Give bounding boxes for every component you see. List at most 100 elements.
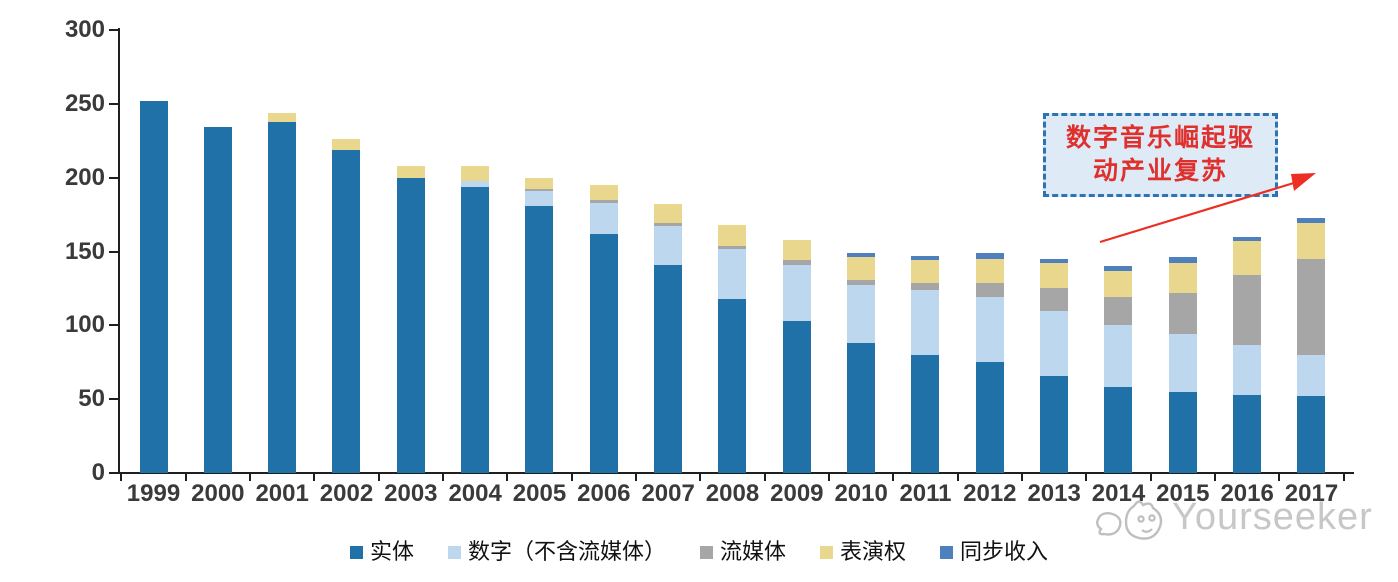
y-axis-line: [118, 28, 120, 474]
x-axis-line: [114, 472, 1354, 474]
legend: 实体 数字（不含流媒体） 流媒体 表演权 同步收入: [0, 541, 1398, 563]
bar-segment: [911, 289, 940, 355]
x-axis-label: 2004: [448, 480, 502, 507]
bar-segment: [654, 264, 683, 473]
y-axis-tick: [109, 250, 119, 253]
bar-segment: [396, 177, 425, 473]
y-axis-tick: [109, 102, 119, 105]
bar-segment: [1168, 292, 1197, 335]
bar-segment: [782, 260, 811, 265]
bar-segment: [589, 199, 618, 203]
bar-segment: [203, 127, 232, 473]
x-axis-label: 2001: [255, 480, 309, 507]
bar-segment: [461, 165, 490, 181]
y-axis-tick: [109, 176, 119, 179]
bar-segment: [654, 226, 683, 265]
x-axis-tick: [1149, 472, 1152, 481]
legend-label: 流媒体: [719, 539, 786, 564]
bar-segment: [268, 112, 297, 122]
bar-segment: [1233, 344, 1262, 395]
x-axis-tick: [570, 472, 573, 481]
bar-segment: [525, 190, 554, 206]
x-axis-tick: [699, 472, 702, 481]
x-axis-tick: [313, 472, 316, 481]
x-axis-tick: [1213, 472, 1216, 481]
bar-segment: [1168, 257, 1197, 264]
annotation-text-line1: 数字音乐崛起驱: [1065, 125, 1255, 152]
y-axis-label: 100: [64, 311, 105, 339]
x-axis-label: 2016: [1220, 480, 1274, 507]
bar-segment: [1104, 325, 1133, 388]
x-axis-tick: [248, 472, 251, 481]
bar-segment: [847, 279, 876, 286]
x-axis-label: 2006: [577, 480, 631, 507]
bar-segment: [525, 205, 554, 473]
x-axis-label: 2000: [191, 480, 245, 507]
bar-segment: [589, 202, 618, 234]
legend-item: 数字（不含流媒体）: [447, 539, 666, 564]
legend-label: 同步收入: [960, 539, 1049, 564]
legend-item: 同步收入: [940, 541, 1048, 563]
y-axis-label: 200: [64, 163, 105, 191]
x-axis-tick: [1085, 472, 1088, 481]
bar-segment: [525, 177, 554, 190]
bar-segment: [782, 320, 811, 473]
x-axis-tick: [184, 472, 187, 481]
legend-swatch-icon: [349, 545, 363, 559]
bar-segment: [975, 282, 1004, 298]
watermark: Yourseeker: [1092, 494, 1398, 554]
bar-segment: [1040, 288, 1069, 311]
bar-segment: [718, 224, 747, 246]
y-axis-label: 250: [64, 89, 105, 117]
y-axis-label: 50: [78, 385, 105, 413]
y-axis-tick: [109, 29, 119, 31]
bar-segment: [1168, 391, 1197, 473]
bar-segment: [396, 165, 425, 178]
x-axis-label: 2005: [512, 480, 567, 507]
bar-segment: [911, 282, 940, 290]
x-axis-tick: [827, 472, 830, 481]
watermark-brand: Yourseeker: [1172, 496, 1373, 538]
bar-segment: [847, 343, 876, 473]
bar-segment: [782, 264, 811, 321]
bar-segment: [1233, 394, 1262, 473]
x-axis-tick: [1342, 472, 1345, 481]
legend-label: 数字（不含流媒体）: [467, 539, 666, 564]
x-axis-label: 2008: [705, 480, 760, 507]
bar-segment: [911, 255, 940, 261]
x-axis-tick: [892, 472, 895, 481]
bar-segment: [1104, 297, 1133, 326]
y-axis-tick: [109, 472, 119, 474]
bar-segment: [332, 149, 361, 473]
y-axis-label: 300: [64, 16, 105, 43]
bar-segment: [847, 285, 876, 344]
bar-segment: [1104, 387, 1133, 473]
bar-segment: [1297, 223, 1326, 259]
bar-segment: [654, 204, 683, 224]
bar-segment: [589, 185, 618, 200]
x-axis-tick: [634, 472, 637, 481]
x-axis-label: 2009: [770, 480, 824, 507]
legend-label: 表演权: [840, 539, 907, 564]
y-axis-label: 0: [91, 459, 105, 486]
bar-segment: [847, 257, 876, 280]
bar-segment: [975, 297, 1004, 363]
bar-segment: [1233, 275, 1262, 345]
bar-segment: [332, 139, 361, 150]
bar-segment: [1233, 241, 1262, 276]
y-axis-tick: [109, 398, 119, 401]
bar-segment: [1040, 310, 1069, 376]
annotation-box: 数字音乐崛起驱 动产业复苏: [1043, 113, 1278, 197]
legend-swatch-icon: [447, 545, 461, 559]
bar-segment: [911, 354, 940, 473]
bar-segment: [1297, 258, 1326, 355]
bar-segment: [782, 239, 811, 261]
bar-segment: [718, 298, 747, 473]
bar-segment: [1104, 266, 1133, 271]
bar-segment: [1040, 263, 1069, 289]
bar-segment: [1297, 396, 1326, 473]
x-axis-tick: [1278, 472, 1281, 481]
x-axis-label: 2013: [1027, 480, 1081, 507]
x-axis-label: 2017: [1284, 480, 1339, 507]
bar-segment: [1297, 217, 1326, 224]
